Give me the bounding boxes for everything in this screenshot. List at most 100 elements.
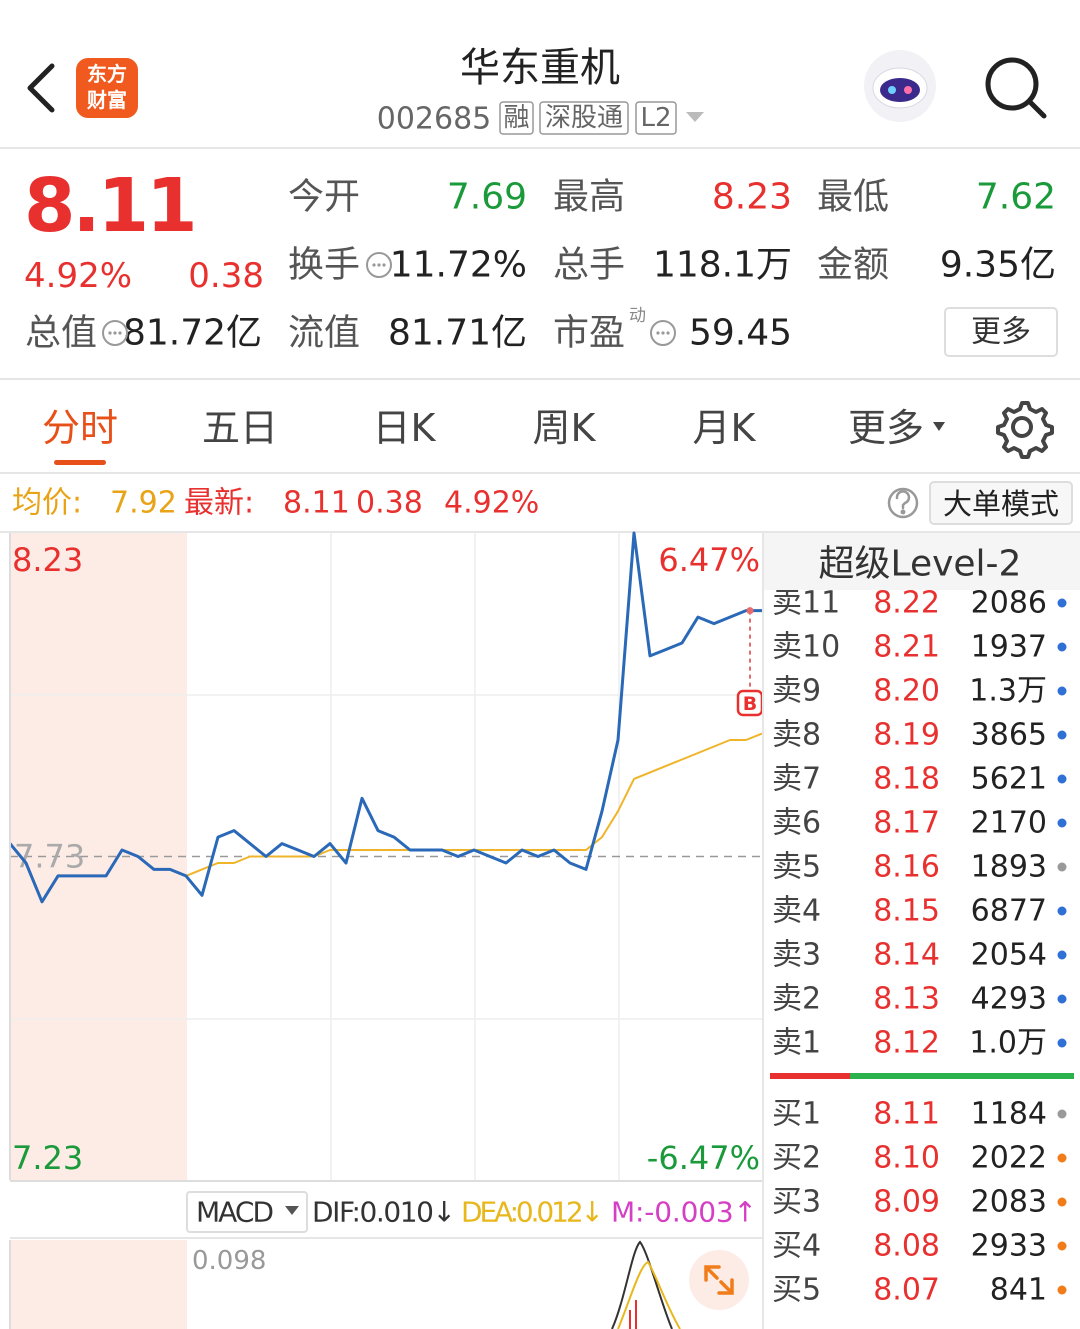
ratio-bar-bid	[770, 1073, 850, 1079]
dropdown-arrow	[285, 1206, 299, 1215]
search-button[interactable]	[985, 57, 1047, 119]
book-volume: 2022	[971, 1141, 1047, 1176]
pct-top-label: 6.47%	[658, 541, 760, 579]
buy-marker-dot	[746, 607, 754, 615]
book-dot	[1057, 774, 1067, 784]
ratio-bar-ask	[850, 1073, 1074, 1079]
book-label: 卖3	[772, 938, 821, 973]
book-dot	[1057, 1153, 1067, 1163]
book-label: 卖4	[772, 894, 821, 929]
dropdown-arrow	[933, 422, 945, 431]
book-dot	[1057, 686, 1067, 696]
book-volume: 2083	[971, 1185, 1047, 1220]
stat-label: 换手	[288, 245, 360, 286]
latest-change: 0.38	[356, 486, 423, 521]
tag-box	[635, 101, 677, 135]
info-icon[interactable]	[102, 320, 128, 346]
book-price: 8.16	[873, 850, 940, 885]
book-price: 8.14	[873, 938, 940, 973]
book-dot	[1057, 1038, 1067, 1048]
book-volume: 1937	[971, 630, 1047, 665]
help-icon[interactable]	[887, 487, 919, 519]
book-label: 卖10	[772, 630, 840, 665]
settings-button[interactable]	[996, 401, 1054, 459]
stat-label: 最低	[817, 177, 889, 218]
tags: 融深股通 L2	[499, 101, 677, 135]
book-label: 买5	[772, 1273, 821, 1308]
book-dot	[1057, 730, 1067, 740]
book-dot	[1057, 598, 1067, 608]
stat-value: 9.35亿	[940, 245, 1056, 286]
book-volume: 4293	[971, 982, 1047, 1017]
info-icon[interactable]	[650, 320, 676, 346]
stat-label: 金额	[817, 245, 889, 286]
book-label: 卖9	[772, 674, 821, 709]
indicator-name: MACD	[196, 1196, 274, 1229]
mode-label: 大单模式	[943, 487, 1059, 521]
avg-value: 7.92	[110, 486, 177, 521]
macd-m: M:-0.003↑	[611, 1196, 757, 1229]
info-icon-dot	[656, 331, 660, 335]
stock-code: 002685	[377, 102, 492, 137]
assistant-avatar[interactable]	[864, 50, 936, 122]
stat-value: 11.72%	[390, 245, 527, 286]
book-price: 8.15	[873, 894, 940, 929]
latest-value: 8.11	[283, 486, 350, 521]
macd-dea: DEA:0.012↓	[461, 1196, 604, 1229]
book-volume: 2170	[971, 806, 1047, 841]
book-volume: 2933	[971, 1229, 1047, 1264]
level2-header	[764, 533, 1080, 590]
app-logo[interactable]	[76, 58, 138, 118]
book-label: 卖7	[772, 762, 821, 797]
logo-text: 财富	[87, 88, 127, 112]
last-price: 8.11	[24, 163, 195, 249]
auction-shade	[10, 1240, 187, 1329]
stat-label: 流值	[288, 313, 360, 354]
expand-button[interactable]	[689, 1250, 749, 1310]
avg-price-line	[185, 732, 763, 877]
book-label: 卖11	[772, 586, 840, 621]
indicator-select[interactable]	[186, 1191, 308, 1233]
book-dot	[1057, 862, 1067, 872]
stat-value: 7.62	[976, 177, 1056, 218]
more-button[interactable]	[944, 307, 1058, 357]
tab[interactable]: 周K	[533, 406, 597, 450]
price-line	[8, 531, 762, 904]
tab[interactable]: 月K	[693, 406, 757, 450]
avg-label: 均价:	[12, 486, 82, 521]
tab-indicator	[54, 460, 106, 465]
book-volume: 1893	[971, 850, 1047, 885]
book-label: 卖6	[772, 806, 821, 841]
change-amount: 0.38	[188, 256, 264, 296]
book-price: 8.19	[873, 718, 940, 753]
book-price: 8.18	[873, 762, 940, 797]
book-dot	[1057, 1241, 1067, 1251]
tag-box	[499, 101, 534, 135]
tab[interactable]: 五日	[202, 406, 278, 450]
y-top-label: 8.23	[12, 541, 83, 579]
stat-label: 最高	[553, 177, 625, 218]
book-volume: 2054	[971, 938, 1047, 973]
book-dot	[1057, 642, 1067, 652]
info-icon-dot	[113, 331, 117, 335]
tab[interactable]: 日K	[373, 406, 437, 450]
info-icon[interactable]	[366, 252, 392, 278]
book-price: 8.13	[873, 982, 940, 1017]
tab[interactable]: 分时	[42, 406, 118, 450]
book-price: 8.08	[873, 1229, 940, 1264]
tab[interactable]: 更多	[848, 406, 924, 450]
change-percent: 4.92%	[24, 256, 132, 296]
book-dot	[1057, 1197, 1067, 1207]
dropdown-arrow[interactable]	[686, 112, 704, 122]
book-dot	[1057, 1109, 1067, 1119]
stat-value: 8.23	[712, 177, 792, 218]
back-button[interactable]	[27, 63, 55, 113]
info-icon-dot	[372, 263, 376, 267]
stat-value: 118.1万	[653, 245, 792, 286]
info-icon-dot	[118, 331, 122, 335]
level2-title: 超级Level-2	[819, 544, 1022, 585]
info-icon-dot	[108, 331, 112, 335]
intraday-chart: 7.73 8.23 7.23 6.47% -6.47% B	[8, 531, 764, 1180]
mode-button[interactable]	[929, 481, 1073, 525]
